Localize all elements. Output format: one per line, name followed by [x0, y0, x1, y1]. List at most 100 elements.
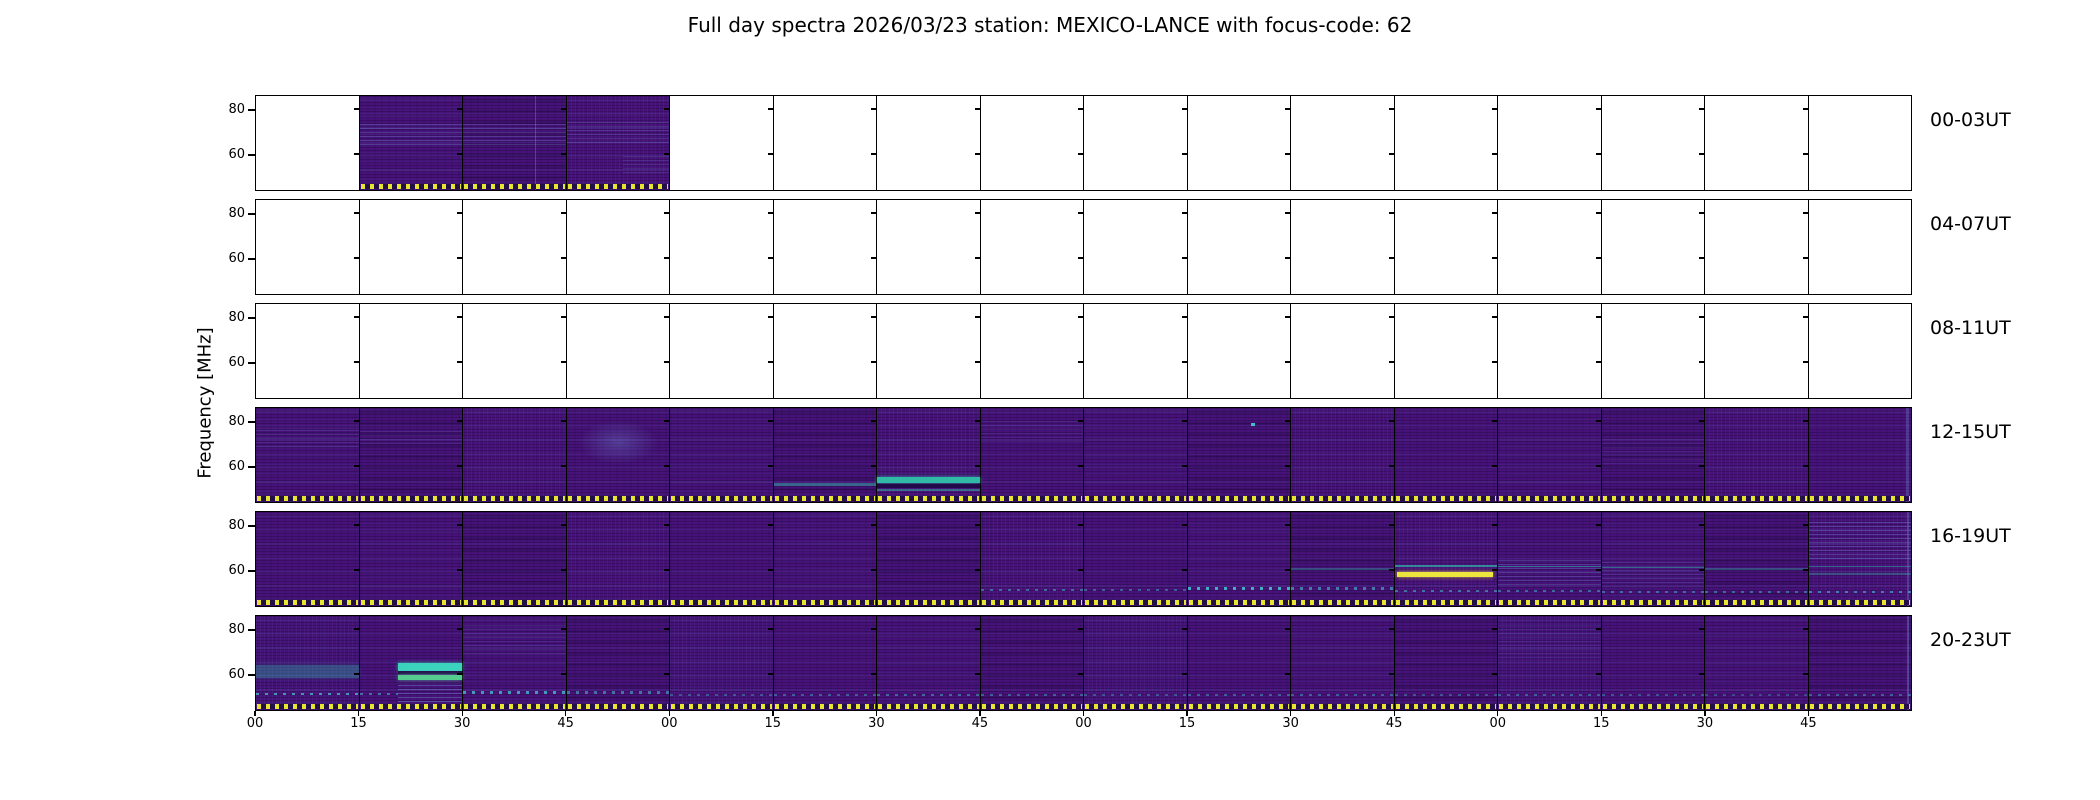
row-label: 12-15UT [1930, 421, 2011, 443]
y-axis-tick [664, 316, 670, 319]
empty-cell [871, 200, 980, 294]
y-axis-tick [974, 361, 981, 364]
y-axis-tick [1802, 108, 1809, 111]
y-axis-tick [560, 153, 567, 156]
data-marker-dots [1706, 704, 1807, 709]
spectrogram-texture [1084, 512, 1187, 606]
empty-cell [664, 200, 773, 294]
x-tick-label: 45 [1385, 716, 1403, 731]
y-axis-tick [871, 153, 877, 156]
y-tick-label: 80 [228, 310, 245, 325]
empty-cell [871, 304, 980, 398]
y-axis-tick [871, 524, 877, 527]
data-marker-dots [878, 704, 979, 709]
feature-emission-band [1396, 572, 1493, 577]
spectrogram-texture [566, 616, 669, 710]
data-marker-dots [1395, 600, 1496, 605]
y-axis-tick [664, 153, 670, 156]
x-tick-label: 00 [1489, 716, 1507, 731]
y-axis-tick [1078, 212, 1084, 215]
spectrogram-cell [1078, 408, 1187, 502]
feature-emission-line [877, 484, 980, 488]
feature-dotted-interference-line [773, 694, 876, 697]
y-axis-tick [1078, 673, 1084, 676]
y-axis-tick [1492, 212, 1498, 215]
data-marker-dots [1395, 496, 1496, 501]
y-axis-tick [1802, 673, 1809, 676]
y-axis-tick [248, 525, 255, 527]
empty-cell [1285, 304, 1394, 398]
y-tick-label: 60 [228, 147, 245, 162]
y-axis-tick [1802, 316, 1809, 319]
y-axis-tick [457, 673, 463, 676]
x-axis-tick [1082, 711, 1085, 716]
y-axis-tick [560, 673, 567, 676]
feature-dotted-interference-line [1705, 694, 1808, 697]
y-axis-tick [560, 316, 567, 319]
y-axis-tick [1078, 465, 1084, 468]
y-axis-tick [1595, 257, 1602, 260]
data-marker-dots [1395, 704, 1496, 709]
x-tick-label: 15 [764, 716, 782, 731]
y-axis-tick [664, 569, 670, 572]
empty-cell [1802, 200, 1911, 294]
y-axis-tick [1078, 153, 1084, 156]
x-tick-label: 15 [350, 716, 367, 731]
x-axis-tick [1393, 711, 1395, 716]
spectra-row [255, 407, 1912, 503]
spectrogram-cell [560, 616, 669, 710]
spectrogram-cell [457, 96, 566, 190]
data-marker-dots [257, 600, 358, 605]
y-axis-tick [767, 257, 774, 260]
spectrogram-cell [353, 616, 462, 710]
y-axis-tick [1699, 361, 1705, 364]
x-tick-label: 30 [453, 716, 471, 731]
feature-dotted-interference-line [1084, 694, 1187, 697]
spectrogram-cell [560, 408, 669, 502]
y-axis-tick [1078, 420, 1084, 423]
feature-noise-haze [566, 122, 669, 143]
y-axis-tick [457, 153, 463, 156]
y-axis-tick [767, 420, 774, 423]
y-axis-tick [664, 673, 670, 676]
feature-noise-haze [980, 419, 1083, 442]
y-axis-tick [1595, 153, 1602, 156]
feature-noise-haze [463, 122, 566, 145]
feature-dotted-interference-line [980, 589, 1083, 592]
x-axis-tick [1704, 711, 1706, 716]
spectrogram-cell [1181, 512, 1290, 606]
data-marker-dots [671, 496, 772, 501]
spectrogram-texture [670, 408, 773, 502]
y-axis-tick [457, 420, 463, 423]
spectrogram-cell [974, 408, 1083, 502]
spectrogram-texture [1187, 408, 1290, 502]
y-axis-tick [457, 465, 463, 468]
y-axis-tick [1388, 257, 1395, 260]
spectrogram-texture [1808, 408, 1911, 502]
y-axis-tick [1802, 628, 1809, 631]
empty-cell [1181, 96, 1290, 190]
y-axis-tick [248, 421, 255, 423]
y-axis-tick [1285, 212, 1291, 215]
y-axis-tick [1285, 420, 1291, 423]
y-axis-tick [1802, 257, 1809, 260]
empty-cell [974, 200, 1083, 294]
x-axis-tick [668, 711, 670, 716]
empty-cell [1181, 304, 1290, 398]
data-marker-dots [774, 704, 875, 709]
y-tick-label: 80 [228, 206, 245, 221]
y-axis-tick [1181, 524, 1188, 527]
feature-emission-band [398, 663, 462, 671]
y-axis-tick [1492, 628, 1498, 631]
feature-emission-line [773, 483, 876, 486]
y-axis-tick [767, 628, 774, 631]
spectrogram-cell [560, 512, 669, 606]
data-marker-dots [1085, 600, 1186, 605]
feature-dotted-interference-line [359, 693, 399, 696]
y-axis-tick [1595, 316, 1602, 319]
y-axis-tick [1492, 257, 1498, 260]
spectrogram-texture [566, 512, 669, 606]
y-axis-tick [1181, 465, 1188, 468]
y-axis-tick [457, 524, 463, 527]
spectrogram-cell [871, 512, 980, 606]
